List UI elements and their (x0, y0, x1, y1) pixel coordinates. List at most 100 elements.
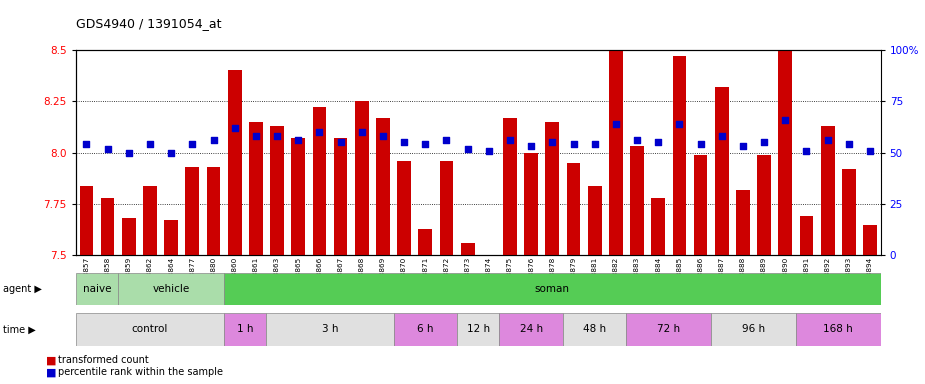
Bar (270, 126, 284, 255)
Bar (820, 126, 834, 255)
Bar (567, 163, 580, 255)
Point (249, 133, 264, 139)
Bar (228, 70, 241, 255)
Bar (651, 198, 665, 255)
Bar (546, 122, 560, 255)
Text: 3 h: 3 h (322, 324, 339, 334)
Text: 72 h: 72 h (658, 324, 681, 334)
Bar (626, 313, 711, 346)
Point (757, 139, 771, 146)
Point (545, 139, 560, 146)
Point (142, 141, 157, 147)
Point (439, 137, 454, 143)
Bar (863, 225, 877, 255)
Point (566, 141, 581, 147)
Bar (76, 273, 118, 305)
Bar (206, 167, 220, 255)
Point (100, 146, 115, 152)
Bar (313, 108, 327, 255)
Point (228, 125, 242, 131)
Bar (524, 152, 538, 255)
Text: 168 h: 168 h (823, 324, 853, 334)
Bar (842, 169, 856, 255)
Text: transformed count: transformed count (58, 355, 149, 365)
Point (270, 133, 285, 139)
Bar (122, 218, 136, 255)
Bar (694, 155, 708, 255)
Bar (291, 138, 305, 255)
Text: ■: ■ (46, 355, 56, 365)
Point (693, 141, 708, 147)
Point (79, 141, 93, 147)
Bar (758, 155, 771, 255)
Bar (609, 50, 623, 255)
Point (778, 117, 793, 123)
Point (735, 143, 750, 149)
Bar (715, 87, 729, 255)
Text: time ▶: time ▶ (3, 324, 35, 334)
Bar (461, 243, 475, 255)
Bar (80, 185, 93, 255)
Point (290, 137, 305, 143)
Point (714, 133, 729, 139)
Point (397, 139, 412, 146)
Bar (355, 101, 369, 255)
Point (842, 141, 857, 147)
Bar (266, 313, 393, 346)
Text: 48 h: 48 h (583, 324, 606, 334)
Bar (224, 313, 266, 346)
Bar (587, 185, 601, 255)
Bar (503, 118, 517, 255)
Bar (143, 185, 157, 255)
Point (672, 121, 686, 127)
Bar (397, 161, 411, 255)
Bar (224, 273, 881, 305)
Bar (334, 138, 348, 255)
Text: agent ▶: agent ▶ (3, 284, 42, 294)
Bar (563, 313, 626, 346)
Point (524, 143, 538, 149)
Text: vehicle: vehicle (153, 284, 190, 294)
Bar (101, 198, 115, 255)
Point (121, 149, 136, 156)
Point (333, 139, 348, 146)
Text: 6 h: 6 h (417, 324, 434, 334)
Text: control: control (131, 324, 168, 334)
Point (502, 137, 517, 143)
Point (354, 129, 369, 135)
Point (164, 149, 179, 156)
Point (418, 141, 433, 147)
Point (609, 121, 623, 127)
Bar (799, 216, 813, 255)
Bar (672, 56, 686, 255)
Text: naive: naive (82, 284, 111, 294)
Point (799, 147, 814, 154)
Text: percentile rank within the sample: percentile rank within the sample (58, 367, 223, 377)
Bar (779, 0, 792, 255)
Point (376, 133, 390, 139)
Bar (76, 313, 224, 346)
Point (461, 146, 475, 152)
Point (206, 137, 221, 143)
Point (651, 139, 666, 146)
Bar (393, 313, 457, 346)
Bar (165, 220, 178, 255)
Text: 12 h: 12 h (466, 324, 489, 334)
Point (587, 141, 602, 147)
Text: soman: soman (535, 284, 570, 294)
Point (481, 147, 496, 154)
Point (863, 147, 878, 154)
Bar (630, 146, 644, 255)
Bar (418, 228, 432, 255)
Bar (711, 313, 796, 346)
Text: 1 h: 1 h (237, 324, 253, 334)
Bar (736, 190, 750, 255)
Bar (118, 273, 224, 305)
Bar (249, 122, 263, 255)
Bar (185, 167, 199, 255)
Text: ■: ■ (46, 367, 56, 377)
Point (630, 137, 645, 143)
Point (185, 141, 200, 147)
Text: 24 h: 24 h (520, 324, 543, 334)
Bar (439, 161, 453, 255)
